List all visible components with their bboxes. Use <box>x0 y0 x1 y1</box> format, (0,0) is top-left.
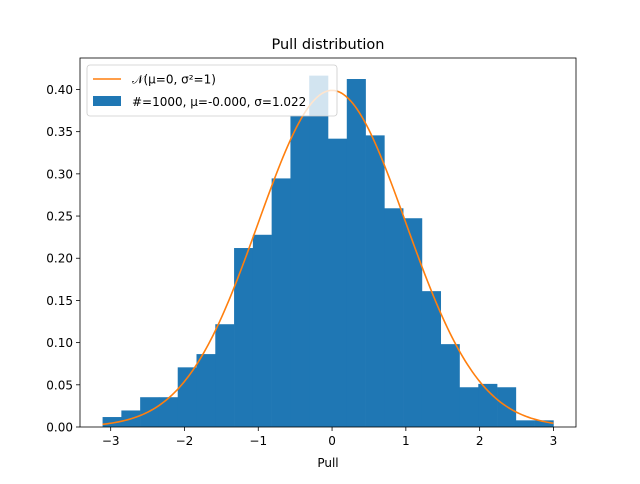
y-tick-label: 0.35 <box>46 125 73 139</box>
y-axis-ticks: 0.00 0.05 0.10 0.15 0.20 0.25 0.30 0.35 0.40 <box>46 83 80 435</box>
histogram-bar <box>196 354 216 427</box>
x-axis-ticks: −3 −2 −1 0 1 2 3 <box>102 427 557 448</box>
y-tick-label: 0.15 <box>46 294 73 308</box>
histogram-bar <box>158 397 179 427</box>
y-tick-label: 0.40 <box>46 83 73 97</box>
plot-frame <box>79 57 577 428</box>
histogram-bar <box>384 208 404 427</box>
histogram-bar <box>140 397 160 427</box>
x-tick-label: −2 <box>176 434 194 448</box>
histogram-bar <box>234 248 254 427</box>
y-tick-label: 0.00 <box>46 421 73 435</box>
legend: 𝒩(μ=0, σ²=1) #=1000, μ=-0.000, σ=1.022 <box>86 64 338 117</box>
histogram-bar <box>271 178 291 427</box>
histogram-bar <box>421 291 442 427</box>
y-tick-label: 0.25 <box>46 210 73 224</box>
histogram-bar <box>365 135 385 427</box>
x-tick-label: 0 <box>328 434 336 448</box>
histogram-bars <box>102 75 554 428</box>
histogram-bar <box>252 234 272 427</box>
histogram-bar <box>403 218 423 427</box>
legend-curve-label: 𝒩(μ=0, σ²=1) <box>132 73 216 87</box>
histogram-bar <box>177 367 197 427</box>
legend-histogram-swatch <box>93 96 121 106</box>
histogram-bar <box>328 138 348 428</box>
x-tick-label: 3 <box>550 434 558 448</box>
histogram-bar <box>515 420 535 427</box>
y-tick-label: 0.20 <box>46 252 73 266</box>
x-tick-label: −1 <box>249 434 267 448</box>
legend-box <box>86 64 338 117</box>
x-tick-label: 2 <box>476 434 484 448</box>
histogram-bar <box>440 344 460 427</box>
y-tick-label: 0.30 <box>46 167 73 181</box>
x-tick-label: 1 <box>402 434 410 448</box>
y-tick-label: 0.05 <box>46 378 73 392</box>
histogram-bar <box>459 387 479 427</box>
histogram-bar <box>215 324 235 427</box>
histogram-bar <box>102 417 122 427</box>
histogram-bar <box>346 79 366 427</box>
legend-histogram-label: #=1000, μ=-0.000, σ=1.022 <box>132 95 306 109</box>
histogram-bar <box>534 420 554 427</box>
chart-title: Pull distribution <box>272 37 385 53</box>
histogram-bar <box>290 115 310 428</box>
histogram-bar <box>309 75 329 428</box>
y-tick-label: 0.10 <box>46 336 73 350</box>
x-tick-label: −3 <box>102 434 120 448</box>
x-axis-label: Pull <box>317 456 338 470</box>
